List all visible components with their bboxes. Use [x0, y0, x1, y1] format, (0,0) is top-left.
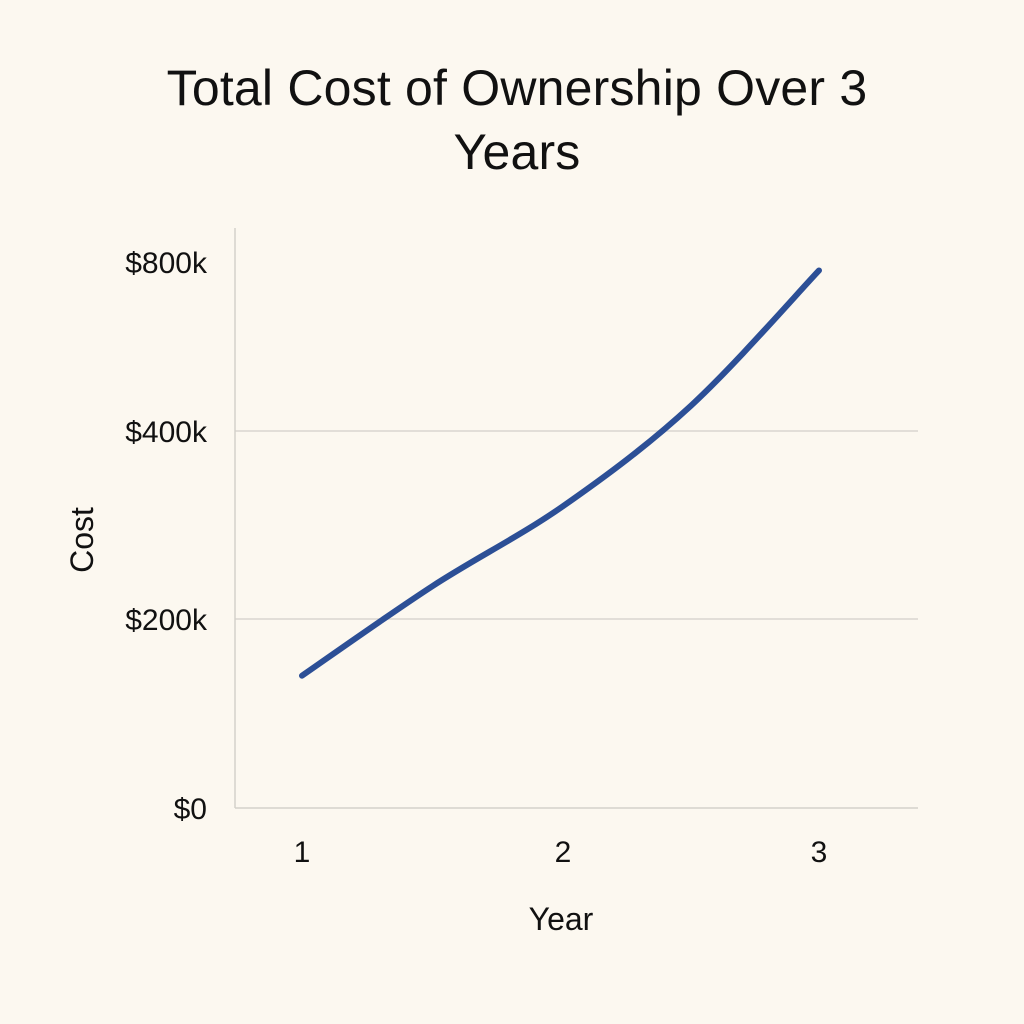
y-tick-label: $200k: [125, 604, 208, 637]
y-axis-title: Cost: [64, 507, 100, 573]
y-tick-label: $800k: [125, 247, 208, 280]
gridlines: [235, 430, 918, 620]
x-tick-labels: 1 2 3: [294, 836, 828, 869]
x-axis-title: Year: [529, 901, 594, 937]
y-tick-label: $400k: [125, 416, 208, 449]
x-tick-label: 2: [555, 836, 572, 869]
series-line: [299, 267, 822, 679]
series-layer: [299, 267, 822, 679]
x-tick-label: 1: [294, 836, 311, 869]
chart-title: Total Cost of Ownership Over 3 Years: [166, 60, 868, 180]
y-tick-label: $0: [174, 793, 207, 826]
y-tick-labels: $0 $200k $400k $800k: [125, 247, 208, 826]
x-tick-label: 3: [811, 836, 828, 869]
